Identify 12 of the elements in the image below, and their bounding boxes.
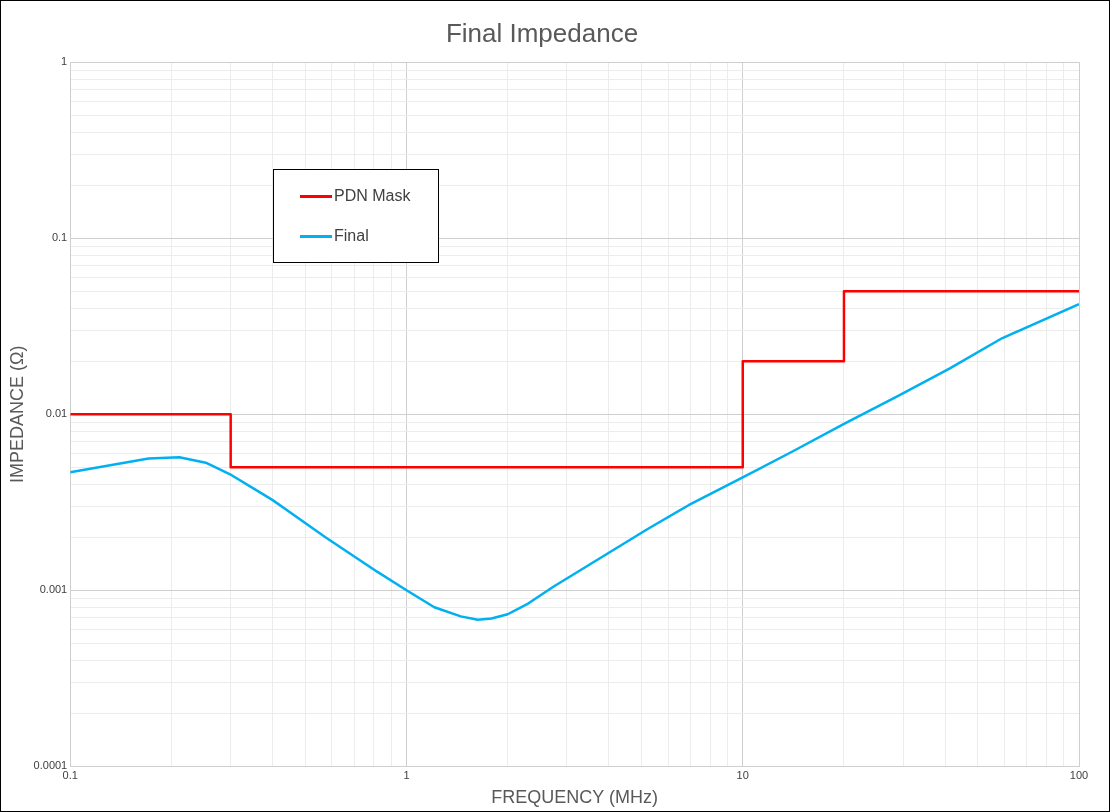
x-axis-title: FREQUENCY (MHz): [491, 787, 658, 808]
y-tick-label: 1: [61, 55, 68, 68]
legend-label: PDN Mask: [334, 187, 411, 205]
x-tick-label: 10: [736, 768, 749, 781]
y-tick-label: 0.01: [45, 407, 68, 420]
y-axis-title: IMPEDANCE (Ω): [6, 345, 27, 483]
y-tick-label: 0.1: [51, 231, 68, 244]
x-tick-label: 1: [403, 768, 410, 781]
y-tick-label: 0.001: [39, 583, 68, 596]
legend-label: Final: [334, 227, 369, 245]
chart-title: Final Impedance: [445, 17, 639, 48]
x-tick-label: 100: [1069, 768, 1089, 781]
